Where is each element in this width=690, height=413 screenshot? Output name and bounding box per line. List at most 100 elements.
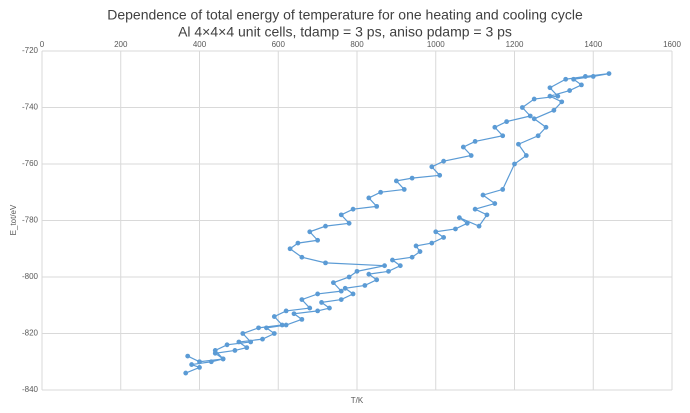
data-point xyxy=(197,359,202,365)
data-point xyxy=(338,297,344,302)
data-point xyxy=(393,178,399,184)
data-point xyxy=(555,93,561,99)
x-tick-label: 1600 xyxy=(663,40,681,49)
y-tick-label: -840 xyxy=(22,385,39,394)
chart-title: Dependence of total energy of temperatur… xyxy=(107,7,583,23)
data-point xyxy=(460,144,466,150)
data-point xyxy=(260,336,265,342)
data-point xyxy=(433,229,439,235)
data-point xyxy=(323,223,328,229)
x-tick-label: 600 xyxy=(272,40,286,49)
x-tick-label: 400 xyxy=(193,40,207,49)
chart-subtitle: Al 4×4×4 unit cells, tdamp = 3 ps, aniso… xyxy=(178,24,512,40)
data-point xyxy=(559,99,565,105)
data-point xyxy=(582,74,588,79)
x-tick-label: 800 xyxy=(350,40,364,49)
data-point xyxy=(240,331,246,336)
data-point xyxy=(437,172,443,178)
data-point xyxy=(299,254,305,260)
data-point xyxy=(590,74,596,79)
y-tick-label: -800 xyxy=(22,272,39,281)
data-point xyxy=(472,139,478,144)
data-point xyxy=(417,249,423,254)
data-point xyxy=(271,314,277,319)
data-point xyxy=(307,229,313,235)
data-point xyxy=(342,285,348,291)
data-point xyxy=(315,308,321,314)
data-point xyxy=(183,370,189,376)
data-point xyxy=(236,339,242,345)
data-point xyxy=(464,220,470,226)
data-point xyxy=(390,257,395,263)
data-point xyxy=(547,93,553,99)
data-point xyxy=(350,291,356,297)
data-point xyxy=(315,291,321,297)
data-point xyxy=(492,201,498,206)
data-point xyxy=(413,243,419,249)
data-point xyxy=(374,203,380,209)
x-tick-label: 200 xyxy=(114,40,128,49)
data-point xyxy=(327,305,332,311)
data-point xyxy=(283,322,289,328)
x-tick-label: 0 xyxy=(40,40,45,49)
data-point xyxy=(354,268,360,274)
data-point xyxy=(571,76,576,82)
data-point xyxy=(472,206,478,212)
data-point xyxy=(519,105,525,110)
data-point xyxy=(386,268,391,274)
data-point xyxy=(504,119,510,125)
data-point xyxy=(401,187,407,192)
data-point xyxy=(189,362,195,367)
data-point xyxy=(208,359,214,365)
data-point xyxy=(283,308,289,314)
data-point xyxy=(315,237,321,243)
y-tick-label: -720 xyxy=(22,46,39,55)
data-point xyxy=(279,322,285,328)
x-axis-label: T/K xyxy=(351,396,364,405)
data-point xyxy=(453,226,458,232)
data-point xyxy=(248,339,254,345)
data-point xyxy=(480,192,486,198)
data-point xyxy=(299,297,305,302)
data-point xyxy=(287,246,293,252)
data-point xyxy=(366,271,372,277)
data-point xyxy=(429,240,435,246)
y-tick-label: -780 xyxy=(22,216,39,225)
y-tick-label: -740 xyxy=(22,103,39,112)
data-point xyxy=(551,107,557,113)
data-point xyxy=(244,345,250,351)
data-point xyxy=(185,353,191,359)
data-point xyxy=(606,71,612,76)
data-point xyxy=(547,85,553,91)
data-point xyxy=(492,124,498,130)
data-point xyxy=(500,133,506,139)
data-point xyxy=(307,305,313,311)
data-point xyxy=(579,82,584,88)
data-point xyxy=(516,141,521,147)
y-tick-label: -820 xyxy=(22,329,39,338)
data-point xyxy=(232,348,238,353)
data-point xyxy=(220,356,226,362)
data-point xyxy=(338,212,344,218)
data-point xyxy=(441,235,447,240)
data-point xyxy=(299,316,305,322)
data-point xyxy=(264,325,269,331)
data-point xyxy=(523,153,529,158)
data-point xyxy=(409,254,415,260)
y-axis-label: E_tot/eV xyxy=(9,204,18,235)
data-point xyxy=(531,96,537,102)
data-point xyxy=(397,263,403,269)
data-point xyxy=(567,88,573,93)
data-point xyxy=(543,124,549,130)
x-tick-label: 1000 xyxy=(427,40,445,49)
data-point xyxy=(535,133,541,139)
data-point xyxy=(350,206,356,212)
data-point xyxy=(563,76,569,82)
data-point xyxy=(531,116,537,122)
data-point xyxy=(338,288,344,294)
data-point xyxy=(212,348,218,353)
data-point xyxy=(346,220,352,226)
data-point xyxy=(197,365,202,370)
